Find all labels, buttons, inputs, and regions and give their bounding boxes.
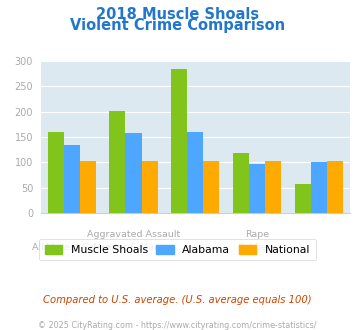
Text: Compared to U.S. average. (U.S. average equals 100): Compared to U.S. average. (U.S. average … bbox=[43, 295, 312, 305]
Bar bbox=[311, 162, 327, 213]
Bar bbox=[327, 161, 343, 213]
Text: Murder & Mans...: Murder & Mans... bbox=[93, 244, 174, 252]
Text: Violent Crime Comparison: Violent Crime Comparison bbox=[70, 18, 285, 33]
Bar bbox=[109, 111, 125, 213]
Text: Rape: Rape bbox=[245, 230, 269, 239]
Bar bbox=[249, 164, 265, 213]
Bar bbox=[142, 161, 158, 213]
Bar bbox=[80, 161, 96, 213]
Text: © 2025 CityRating.com - https://www.cityrating.com/crime-statistics/: © 2025 CityRating.com - https://www.city… bbox=[38, 321, 317, 330]
Bar bbox=[125, 133, 142, 213]
Bar bbox=[295, 183, 311, 213]
Bar bbox=[203, 161, 219, 213]
Bar bbox=[233, 153, 249, 213]
Text: All Violent Crime: All Violent Crime bbox=[32, 244, 111, 252]
Bar bbox=[187, 132, 203, 213]
Bar bbox=[48, 132, 64, 213]
Bar bbox=[171, 69, 187, 213]
Bar bbox=[64, 145, 80, 213]
Bar bbox=[265, 161, 281, 213]
Legend: Muscle Shoals, Alabama, National: Muscle Shoals, Alabama, National bbox=[39, 239, 316, 260]
Text: Aggravated Assault: Aggravated Assault bbox=[87, 230, 180, 239]
Text: 2018 Muscle Shoals: 2018 Muscle Shoals bbox=[96, 7, 259, 21]
Text: Robbery: Robbery bbox=[237, 244, 277, 252]
